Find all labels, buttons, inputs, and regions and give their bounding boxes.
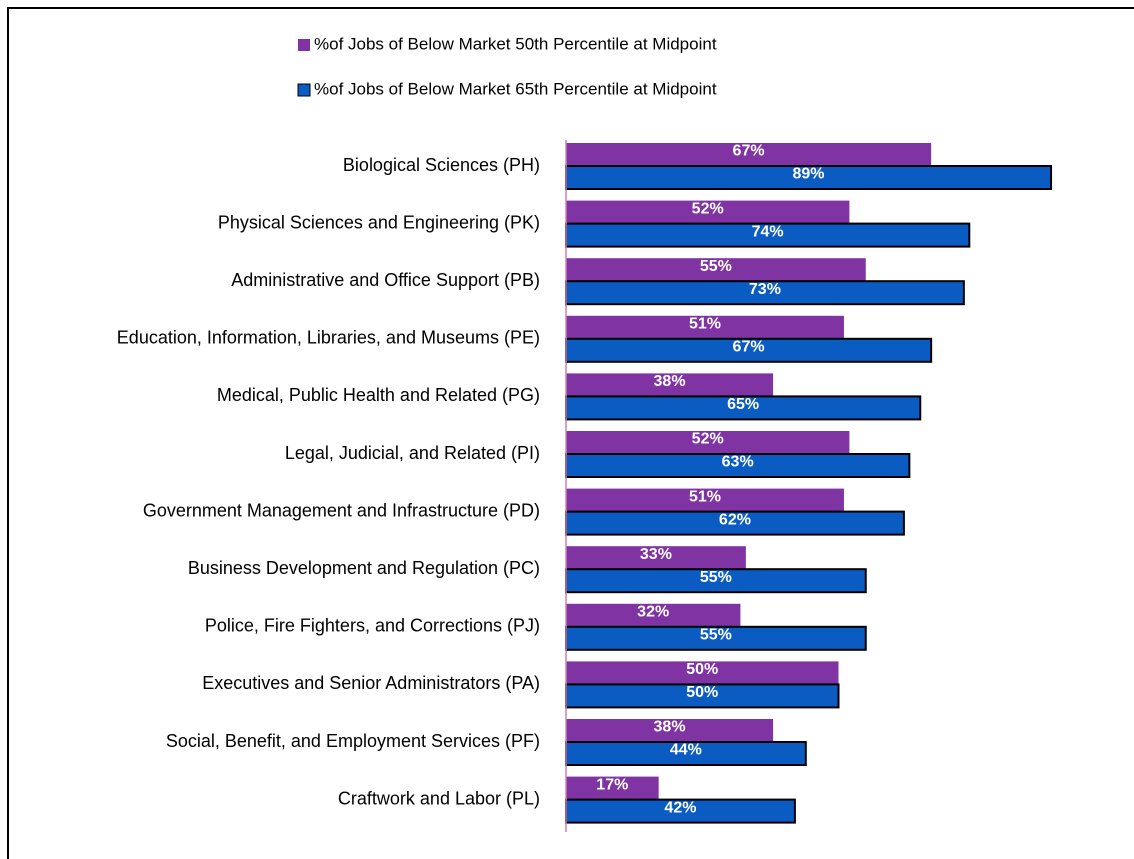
value-label: 51% [689, 316, 721, 333]
value-label: 67% [733, 143, 765, 160]
value-label: 73% [749, 281, 781, 298]
value-label: 32% [637, 604, 669, 621]
category-label: Craftwork and Labor (PL) [338, 788, 540, 808]
value-label: 67% [733, 339, 765, 356]
bar [566, 719, 774, 742]
category-label: Social, Benefit, and Employment Services… [166, 731, 540, 751]
value-label: 89% [793, 166, 825, 183]
legend-swatch [298, 39, 310, 51]
bar [566, 143, 932, 166]
legend-swatch [297, 83, 311, 97]
category-label: Education, Information, Libraries, and M… [117, 328, 540, 348]
value-label: 17% [596, 776, 628, 793]
bar [566, 373, 774, 397]
value-label: 62% [719, 511, 751, 528]
legend-label: %of Jobs of Below Market 65th Percentile… [314, 79, 717, 98]
bar [566, 258, 866, 282]
value-label: 44% [670, 742, 702, 759]
value-label: 50% [686, 684, 718, 701]
value-label: 55% [700, 627, 732, 644]
category-label: Administrative and Office Support (PB) [231, 270, 540, 290]
value-label: 55% [700, 569, 732, 586]
category-label: Legal, Judicial, and Related (PI) [285, 443, 540, 463]
value-label: 63% [722, 454, 754, 471]
bar [566, 661, 839, 685]
category-label: Biological Sciences (PH) [343, 155, 540, 175]
bar [566, 546, 746, 570]
bar [566, 488, 844, 512]
value-label: 52% [692, 200, 724, 217]
value-label: 38% [654, 373, 686, 390]
category-label: Government Management and Infrastructure… [143, 500, 540, 520]
category-label: Medical, Public Health and Related (PG) [217, 385, 540, 405]
category-label: Business Development and Regulation (PC) [188, 558, 540, 578]
value-label: 74% [752, 223, 784, 240]
value-label: 55% [700, 258, 732, 275]
bar [566, 776, 659, 800]
value-label: 50% [686, 661, 718, 678]
value-label: 52% [692, 431, 724, 448]
value-label: 51% [689, 488, 721, 505]
category-label: Physical Sciences and Engineering (PK) [218, 212, 540, 232]
value-label: 65% [727, 396, 759, 413]
frame [7, 7, 1134, 859]
value-label: 33% [640, 546, 672, 563]
category-label: Police, Fire Fighters, and Corrections (… [205, 616, 540, 636]
category-label: Executives and Senior Administrators (PA… [202, 673, 540, 693]
bar [566, 200, 850, 224]
legend-label: %of Jobs of Below Market 50th Percentile… [314, 34, 717, 53]
bar [566, 431, 850, 454]
bar [566, 603, 741, 627]
bar [566, 315, 844, 339]
value-label: 38% [654, 719, 686, 736]
value-label: 42% [664, 799, 696, 816]
